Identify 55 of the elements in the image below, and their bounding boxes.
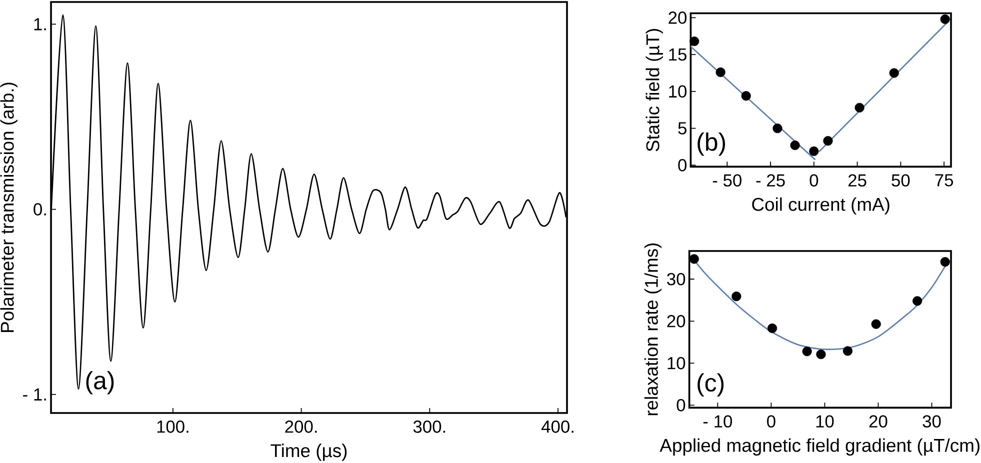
x-tick-label: 30	[922, 415, 941, 428]
point	[689, 254, 699, 264]
point	[809, 146, 819, 156]
annotation: (c)	[698, 373, 724, 397]
point	[940, 14, 950, 24]
x-tick-label: 50	[892, 174, 910, 187]
x-tick-label: 75	[935, 174, 954, 186]
x-axis-title: Applied magnetic field gradient (µT/cm)	[660, 438, 980, 456]
y-tick-label: 20	[667, 314, 686, 328]
y-axis-title: Polarimeter transmission (arb.)	[0, 82, 18, 332]
point	[823, 136, 833, 146]
annotation: (b)	[698, 132, 726, 156]
point	[716, 67, 726, 78]
x-tick-label: 0	[810, 174, 818, 187]
point	[842, 346, 853, 356]
x-tick-label: 400.	[541, 420, 574, 433]
point	[802, 346, 812, 356]
point	[912, 296, 922, 306]
point	[690, 36, 700, 46]
y-axis-title: Static field (µT)	[646, 28, 663, 152]
annotation: (a)	[86, 371, 114, 394]
x-tick-label: 0	[767, 415, 776, 428]
x-tick-label: 25	[848, 174, 866, 187]
y-tick-label: 10	[669, 85, 687, 98]
point	[732, 292, 742, 302]
x-tick-label: 10	[816, 415, 834, 428]
x-tick-label: - 50	[712, 174, 742, 187]
x-axis-title: Time (µs)	[270, 444, 347, 461]
x-axis-title: Coil current (mA)	[752, 197, 890, 215]
x-tick-label: 100.	[157, 420, 188, 433]
x-tick-label: - 25	[756, 174, 785, 187]
point	[889, 68, 899, 78]
x-tick-label: 20	[869, 415, 888, 428]
y-tick-label: 20	[668, 12, 687, 24]
point	[816, 350, 826, 360]
x-tick-label: 300.	[413, 420, 446, 433]
y-tick-label: 10	[668, 356, 686, 370]
point	[871, 319, 881, 329]
point	[940, 257, 950, 267]
x-tick-label: - 10	[703, 415, 732, 428]
point	[790, 140, 800, 150]
y-tick-label: 0.	[34, 203, 46, 216]
y-tick-label: 0	[676, 398, 686, 412]
y-tick-label: - 1.	[23, 388, 46, 400]
point	[772, 124, 782, 134]
y-tick-label: 0	[678, 159, 687, 172]
y-tick-label: 1.	[34, 18, 46, 30]
x-tick-label: 200.	[285, 420, 317, 433]
point	[741, 91, 751, 101]
y-tick-label: 15	[669, 48, 686, 61]
point	[854, 102, 864, 112]
y-tick-label: 5	[678, 122, 686, 134]
y-axis-title: relaxation rate (1/ms)	[644, 243, 662, 416]
y-tick-label: 30	[667, 272, 686, 286]
point	[767, 323, 778, 334]
